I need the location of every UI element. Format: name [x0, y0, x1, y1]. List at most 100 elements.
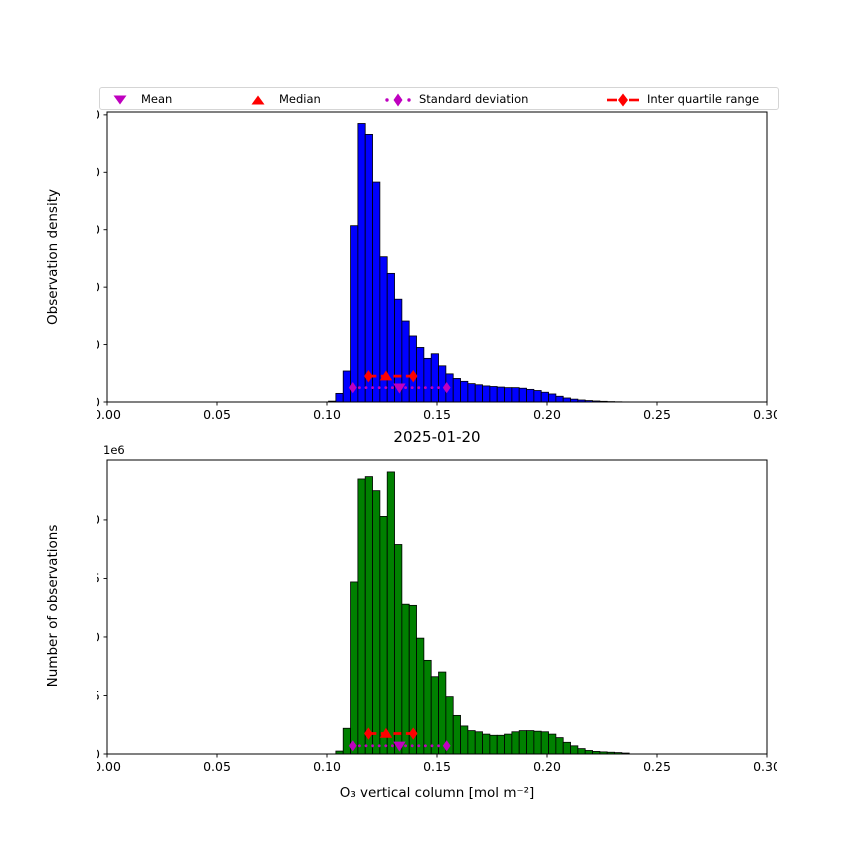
- histogram-bar: [562, 741, 571, 755]
- histogram-bar: [504, 733, 513, 755]
- histogram-bar: [372, 490, 381, 755]
- histogram-bar: [416, 347, 425, 403]
- histogram-bar: [570, 745, 579, 755]
- histogram-bar: [548, 733, 557, 755]
- histogram-bar: [474, 731, 483, 755]
- triangle-down-icon: [113, 95, 127, 104]
- histogram-bar: [474, 384, 483, 403]
- y-axis-offset-text: 1e6: [103, 443, 125, 457]
- x-tick-label: 0.20: [533, 407, 561, 422]
- histogram-bar: [548, 393, 557, 403]
- density-histogram-plot: 0.00 0.05 0.10 0.15 0.20 0.25 0.30 0 10 20 30 40 50: [97, 107, 777, 422]
- histogram-bar: [357, 478, 366, 755]
- histogram-bar: [386, 272, 395, 403]
- y-tick-label: 0.5: [97, 688, 100, 703]
- counts-histogram-plot: 0.00 0.05 0.10 0.15 0.20 0.25 0.30 0.0 0.5 1.0 1.5…: [97, 459, 777, 774]
- legend-label-inter-quartile-range: Inter quartile range: [647, 91, 760, 106]
- histogram-bar: [482, 733, 491, 755]
- x-tick-label: 0.15: [423, 759, 451, 774]
- mean-marker: [393, 383, 406, 394]
- plot-title: 2025-01-20: [393, 428, 481, 446]
- histogram-bar: [438, 365, 447, 403]
- x-tick-label: 0.10: [313, 407, 341, 422]
- histogram-bar: [460, 380, 469, 403]
- histogram-bar: [467, 730, 476, 755]
- iqr-right-diamond: [408, 369, 418, 383]
- histogram-bar: [540, 391, 549, 403]
- histogram-bar: [511, 387, 520, 403]
- histogram-bar: [533, 730, 542, 755]
- histogram-bar: [489, 386, 498, 403]
- histogram-bar: [584, 750, 593, 755]
- histogram-bar: [372, 181, 381, 403]
- histogram-bar: [526, 388, 535, 403]
- histogram-bar: [430, 676, 439, 755]
- y-tick-label: 1.5: [97, 571, 100, 586]
- x-tick-label: 0.05: [203, 407, 231, 422]
- y-tick-label: 2.0: [97, 512, 100, 527]
- histogram-bar: [460, 725, 469, 755]
- x-tick-label: 0.30: [753, 407, 777, 422]
- legend-label-standard-deviation: Standard deviation: [419, 91, 529, 106]
- iqr-left-diamond: [364, 727, 373, 740]
- std-deviation-right-diamond: [442, 382, 451, 394]
- histogram-bar: [342, 370, 351, 403]
- histogram-bar: [540, 731, 549, 755]
- x-tick-label: 0.10: [313, 759, 341, 774]
- iqr-left-diamond: [364, 369, 373, 383]
- legend-item-median: Median: [243, 88, 321, 109]
- x-tick-label: 0.20: [533, 759, 561, 774]
- histogram-bar: [555, 395, 564, 403]
- y-tick-label: 0.0: [97, 746, 100, 761]
- histogram-bar: [496, 386, 505, 403]
- top-y-axis-label: Observation density: [45, 189, 61, 325]
- std-deviation-left-diamond: [348, 382, 357, 394]
- histogram-bar: [489, 734, 498, 755]
- histogram-bar: [364, 133, 373, 403]
- x-tick-label: 0.25: [643, 759, 671, 774]
- histogram-bar: [423, 659, 432, 755]
- legend-item-standard-deviation: Standard deviation: [383, 88, 528, 109]
- number-of-observations-histogram-area: 0.00 0.05 0.10 0.15 0.20 0.25 0.30 0.0 0.5 1.0 1.5…: [97, 459, 777, 774]
- legend-item-mean: Mean: [105, 88, 172, 109]
- y-tick-label: 50: [97, 107, 100, 122]
- histogram-bar: [408, 335, 417, 403]
- histogram-bar: [357, 123, 366, 403]
- diamond-dotted-line-icon: [385, 93, 411, 106]
- legend: Mean Median Standard deviation Inter qua…: [99, 87, 779, 110]
- x-tick-label: 0.25: [643, 407, 671, 422]
- std-deviation-left-diamond: [348, 740, 357, 752]
- histogram-bar: [518, 387, 527, 403]
- histogram-bar: [438, 671, 447, 755]
- histogram-bar: [526, 730, 535, 755]
- histogram-bar: [452, 378, 461, 403]
- histogram-bar: [401, 320, 410, 403]
- histogram-bar: [555, 737, 564, 755]
- histogram-bar: [350, 581, 359, 755]
- diamond-dashed-line-icon: [607, 93, 639, 106]
- legend-item-inter-quartile-range: Inter quartile range: [605, 88, 759, 109]
- iqr-right-diamond: [408, 727, 418, 740]
- histogram-bar: [335, 392, 344, 403]
- y-tick-label: 10: [97, 337, 100, 352]
- x-tick-label: 0.05: [203, 759, 231, 774]
- median-marker: [379, 370, 393, 381]
- std-deviation-right-diamond: [442, 740, 451, 752]
- histogram-bar: [452, 714, 461, 755]
- histogram-bar: [467, 383, 476, 403]
- histogram-bar: [504, 387, 513, 403]
- observation-density-histogram-area: 0.00 0.05 0.10 0.15 0.20 0.25 0.30 0 10 20 30 40 50: [97, 107, 777, 422]
- mean-marker: [393, 741, 406, 752]
- histogram-bar: [577, 748, 586, 755]
- median-marker: [379, 727, 393, 738]
- bottom-y-axis-label: Number of observations: [45, 524, 61, 688]
- histogram-bar: [511, 731, 520, 755]
- x-axis-label: O₃ vertical column [mol m⁻²]: [339, 785, 535, 801]
- histogram-bar: [496, 734, 505, 755]
- y-tick-label: 30: [97, 222, 100, 237]
- y-tick-label: 40: [97, 165, 100, 180]
- triangle-up-icon: [251, 95, 265, 104]
- histogram-bar: [401, 603, 410, 755]
- x-tick-label: 0.15: [423, 407, 451, 422]
